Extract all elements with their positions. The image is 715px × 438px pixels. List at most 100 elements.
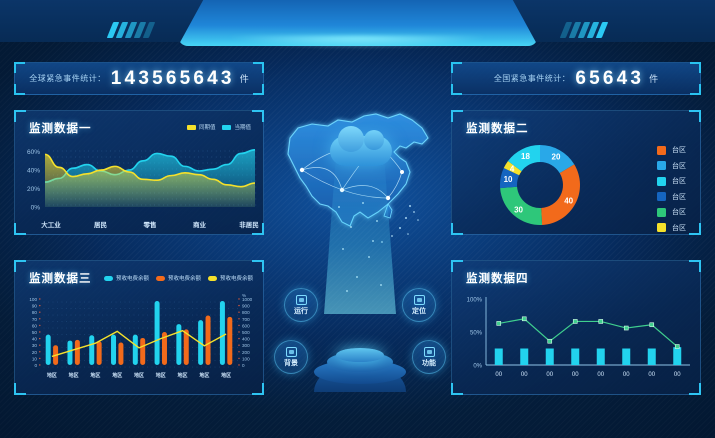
control-label: 背景 <box>284 359 298 367</box>
x-tick: 零售 <box>143 220 157 229</box>
bar <box>520 348 529 365</box>
bar <box>494 348 503 365</box>
corner-bracket <box>451 62 462 73</box>
donut-slice <box>541 164 580 225</box>
x-tick: 00 <box>521 372 528 378</box>
x-tick: 00 <box>546 372 553 378</box>
corner-bracket <box>14 110 26 122</box>
y-tick: 60% <box>27 149 40 156</box>
panel-monitoring-data-2: 监测数据二 20 40 30 10 4 18 台区 台区 台区 台区 台区 台区 <box>451 110 701 235</box>
donut-value: 10 <box>504 175 513 184</box>
legend-label: 台区 <box>672 224 686 232</box>
y-tick: 100% <box>467 298 483 304</box>
control-button-background[interactable]: 背景 <box>274 340 308 374</box>
x-tick: 非居民 <box>239 220 259 229</box>
y-tick-left: 80 <box>32 310 38 315</box>
corner-bracket <box>689 260 701 272</box>
x-tick: 地区 <box>156 372 166 379</box>
x-tick: 00 <box>572 372 579 378</box>
legend-swatch <box>657 207 666 217</box>
legend-swatch <box>657 192 666 201</box>
y-tick-left: 100 <box>29 297 37 302</box>
bar <box>673 347 682 365</box>
y-tick-right: 100 <box>242 356 250 361</box>
x-tick: 大工业 <box>41 220 61 229</box>
corner-bracket <box>451 110 463 122</box>
bar <box>227 316 233 365</box>
legend-label: 台区 <box>672 193 686 201</box>
panel-title: 监测数据二 <box>466 123 529 135</box>
donut-value: 30 <box>514 205 523 214</box>
y-tick-right: 300 <box>242 343 250 348</box>
legend-item: 台区 <box>657 161 686 171</box>
panel-monitoring-data-3: 监测数据三 预收电费余额 预收电费余额 预收电费余额 100 90 80 70 60 50 40… <box>14 260 264 395</box>
bar-line-chart: 1009080706050403020100100090080070060050… <box>29 293 252 379</box>
y-tick-left: 50 <box>32 330 38 335</box>
y-tick-right: 0 <box>242 363 245 368</box>
donut-chart: 20 40 30 10 4 18 <box>500 145 580 225</box>
y-tick-left: 60 <box>32 323 38 328</box>
header-stripes-right <box>559 22 609 38</box>
control-label: 定位 <box>412 307 426 315</box>
y-tick-right: 600 <box>242 323 250 328</box>
x-tick: 00 <box>597 372 604 378</box>
bar <box>74 339 80 365</box>
image-icon <box>285 346 297 357</box>
y-tick-right: 400 <box>242 337 250 342</box>
data-point <box>649 322 655 328</box>
legend-label: 当期值 <box>234 125 251 131</box>
bar <box>45 334 51 365</box>
control-button-run[interactable]: 运行 <box>284 288 318 322</box>
header-stripes-left <box>106 22 156 38</box>
corner-bracket <box>451 84 462 95</box>
legend-label: 台区 <box>672 162 686 170</box>
legend-swatch <box>222 124 232 130</box>
bar <box>154 300 160 365</box>
legend-label: 台区 <box>672 147 686 154</box>
donut-value: 18 <box>521 152 530 161</box>
bar <box>96 341 102 365</box>
x-tick: 00 <box>623 372 630 378</box>
legend-label: 同期值 <box>198 125 216 131</box>
legend-swatch <box>657 145 666 155</box>
bar <box>219 300 225 365</box>
legend-label: 台区 <box>672 209 686 216</box>
stat-value: 143565643 <box>110 67 235 89</box>
control-button-locate[interactable]: 定位 <box>402 288 436 322</box>
donut-legend: 台区 台区 台区 台区 台区 台区 <box>657 145 686 233</box>
bar <box>118 342 124 365</box>
legend-swatch <box>103 275 113 281</box>
legend-label: 预收电费余额 <box>219 276 253 282</box>
target-icon <box>413 294 425 305</box>
x-tick: 地区 <box>178 372 188 379</box>
legend-item: 同期值 <box>186 123 216 131</box>
corner-bracket <box>451 223 463 235</box>
legend-item: 预收电费余额 <box>103 274 149 282</box>
corner-bracket <box>253 84 264 95</box>
panel-title: 监测数据一 <box>29 123 92 135</box>
legend-label: 预收电费余额 <box>115 276 149 282</box>
y-tick-right: 500 <box>242 330 250 335</box>
corner-bracket <box>690 62 701 73</box>
x-tick: 00 <box>648 372 655 378</box>
center-stage: 运行 定位 背景 功能 <box>272 100 448 400</box>
y-tick-right: 800 <box>242 310 250 315</box>
data-point <box>572 319 578 324</box>
legend-swatch <box>657 223 666 232</box>
control-button-function[interactable]: 功能 <box>412 340 446 374</box>
data-point <box>521 316 527 322</box>
x-tick: 居民 <box>94 221 108 229</box>
y-tick-left: 90 <box>32 304 38 309</box>
corner-bracket <box>14 260 26 272</box>
donut-value: 4 <box>510 164 515 173</box>
area-chart: 0% 20% 40% 60% 大工业 居民 零售 商业 非居民 <box>27 148 259 229</box>
x-tick: 00 <box>495 372 502 378</box>
stat-value: 65643 <box>575 67 645 89</box>
legend-item: 预收电费余额 <box>155 274 201 282</box>
global-emergency-count: 全球紧急事件统计： 143565643 件 <box>14 62 264 95</box>
control-label: 功能 <box>422 359 436 367</box>
bar <box>140 337 146 365</box>
legend-label: 预收电费余额 <box>167 276 201 282</box>
x-tick: 商业 <box>193 220 207 229</box>
corner-bracket <box>689 223 701 235</box>
